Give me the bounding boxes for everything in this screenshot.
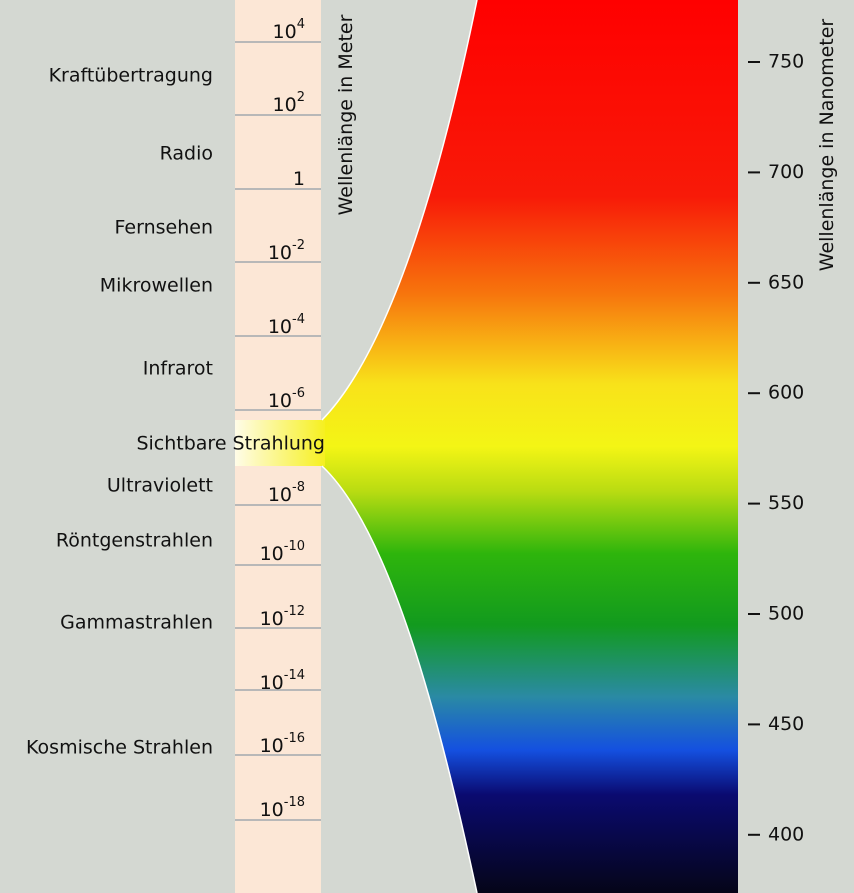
meter-label-base: 10 [268,390,292,412]
band-label: Infrarot [143,358,213,380]
nm-label: 700 [768,161,804,183]
meter-label-exp: -2 [292,238,305,253]
meter-label-base: 10 [260,543,284,565]
meter-label-base: 1 [293,168,305,190]
meter-label: 10-4 [268,312,305,338]
band-label: Radio [160,143,213,165]
meter-label-base: 10 [273,94,297,116]
meter-label-exp: -14 [284,668,305,683]
meter-label: 104 [273,17,305,43]
meter-label: 10-18 [260,795,305,821]
band-label: Ultraviolett [107,475,213,497]
meter-label-base: 10 [260,672,284,694]
meter-label-base: 10 [260,608,284,630]
meter-label: 10-14 [260,668,305,694]
nm-label: 500 [768,603,804,625]
meter-label-base: 10 [260,799,284,821]
meter-label-exp: -16 [284,731,305,746]
meter-axis-title: Wellenlänge in Meter [335,14,357,215]
meter-label-exp: -18 [284,795,305,810]
nm-label: 550 [768,492,804,514]
meter-label-base: 10 [273,21,297,43]
meter-label: 10-6 [268,386,305,412]
meter-label: 10-8 [268,480,305,506]
meter-label-exp: -6 [292,386,305,401]
spectrum-edge [321,0,478,893]
nanometer-axis-title: Wellenlänge in Nanometer [816,19,838,272]
meter-label-base: 10 [268,484,292,506]
meter-label: 10-12 [260,604,305,630]
meter-label-exp: 2 [297,90,305,105]
meter-label-base: 10 [268,242,292,264]
nm-label: 400 [768,823,804,845]
nm-label: 650 [768,271,804,293]
meter-label-exp: -12 [284,604,305,619]
meter-label-exp: -10 [284,539,305,554]
meter-label-exp: -4 [292,312,305,327]
meter-label: 1 [293,168,305,190]
visible-highlight [235,420,325,466]
meter-label: 10-16 [260,731,305,757]
band-label: Kosmische Strahlen [26,737,213,759]
labels: Kraftübertragung Radio Fernsehen Mikrowelle… [26,17,804,845]
nm-label: 450 [768,713,804,735]
meter-label-exp: -8 [292,480,305,495]
right-panel [738,0,854,893]
band-label: Kraftübertragung [49,65,213,87]
band-label: Röntgenstrahlen [56,530,213,552]
meter-label: 10-10 [260,539,305,565]
meter-label-exp: 4 [297,17,305,32]
band-label: Sichtbare Strahlung [136,433,325,455]
meter-label: 10-2 [268,238,305,264]
band-label: Mikrowellen [100,275,213,297]
meter-label-base: 10 [260,735,284,757]
nm-label: 600 [768,382,804,404]
meter-label-base: 10 [268,316,292,338]
band-label: Fernsehen [115,217,213,239]
band-label: Gammastrahlen [60,612,213,634]
nm-label: 750 [768,51,804,73]
meter-label: 102 [273,90,305,116]
spectrum [235,0,738,893]
